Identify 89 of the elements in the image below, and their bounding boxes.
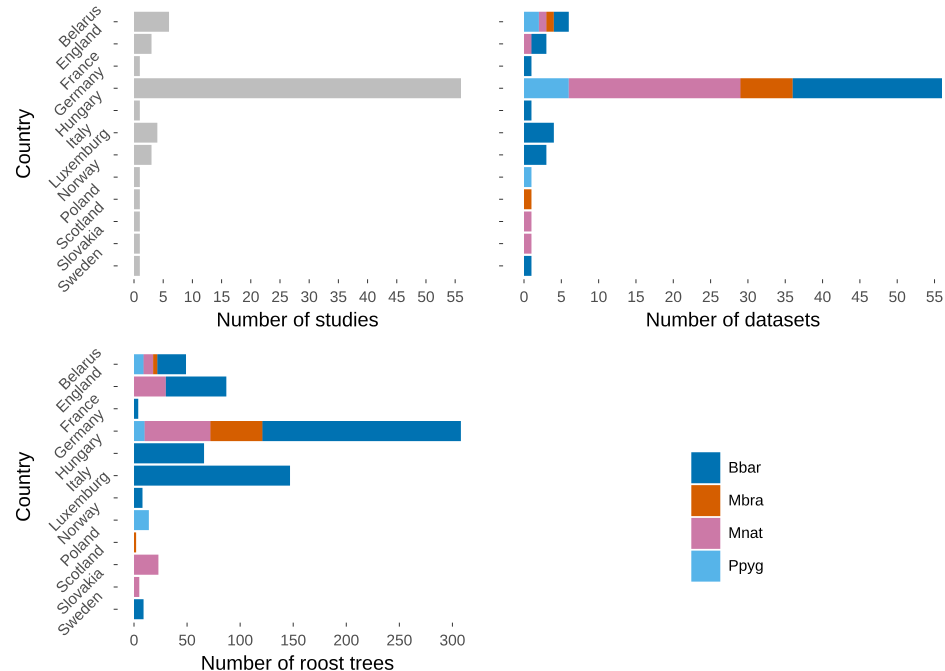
x-tick-label: 5 xyxy=(160,291,167,302)
x-tick-label: 55 xyxy=(447,291,464,302)
bar xyxy=(524,144,546,165)
bar xyxy=(524,167,532,188)
bar xyxy=(792,78,942,98)
x-axis-title: Number of datasets xyxy=(647,312,820,327)
x-tick-label: 300 xyxy=(440,634,465,646)
x-tick-label: 50 xyxy=(889,291,906,302)
bar xyxy=(524,189,532,210)
bar xyxy=(740,78,793,98)
bar xyxy=(134,144,152,165)
x-tick-label: 35 xyxy=(330,291,346,302)
bar xyxy=(524,34,532,54)
bar xyxy=(134,554,158,575)
legend-label: Bbar xyxy=(730,461,761,473)
x-tick-label: 5 xyxy=(558,291,565,302)
y-axis-title: Country xyxy=(16,108,34,178)
x-tick-label: 55 xyxy=(926,291,942,302)
x-tick-label: 40 xyxy=(359,291,376,302)
bar xyxy=(134,421,145,442)
x-tick-label: 30 xyxy=(740,291,756,302)
x-tick-label: 200 xyxy=(334,634,359,646)
bar xyxy=(157,354,186,374)
bar xyxy=(134,466,290,486)
x-tick-label: 20 xyxy=(665,291,682,302)
bar xyxy=(524,256,532,276)
x-tick-label: 25 xyxy=(272,291,288,302)
bar xyxy=(524,234,532,254)
x-tick-label: 50 xyxy=(418,291,434,302)
bar xyxy=(134,599,144,620)
legend-label: Mbra xyxy=(730,494,764,506)
bar xyxy=(134,398,138,419)
bar xyxy=(134,510,149,530)
x-tick-label: 0 xyxy=(520,291,528,302)
bar xyxy=(524,56,532,76)
x-tick-label: 50 xyxy=(179,634,196,646)
bar xyxy=(134,34,152,54)
x-tick-label: 25 xyxy=(702,291,719,302)
bar xyxy=(554,12,569,32)
bar xyxy=(524,122,554,143)
x-axis-title: Number of roost trees xyxy=(202,655,394,670)
bar xyxy=(134,78,461,98)
x-tick-label: 250 xyxy=(387,634,412,646)
bar xyxy=(134,100,140,120)
x-tick-label: 45 xyxy=(388,291,405,302)
bar xyxy=(524,12,539,32)
bar xyxy=(134,56,140,76)
bar xyxy=(524,100,532,120)
bar xyxy=(134,256,140,276)
bar xyxy=(144,421,210,442)
x-tick-label: 0 xyxy=(130,634,138,646)
x-tick-label: 45 xyxy=(852,291,868,302)
bar xyxy=(134,234,140,254)
bar xyxy=(153,354,158,374)
bar xyxy=(134,576,140,597)
bar xyxy=(568,78,740,98)
x-tick-label: 40 xyxy=(814,291,831,302)
x-tick-label: 0 xyxy=(130,291,138,302)
legend-label: Ppyg xyxy=(730,560,763,574)
bar xyxy=(144,354,154,374)
x-tick-label: 10 xyxy=(184,291,200,302)
bar xyxy=(166,376,226,397)
x-tick-label: 35 xyxy=(777,291,794,302)
x-axis-title: Number of studies xyxy=(218,312,378,327)
bar xyxy=(262,421,461,442)
bar xyxy=(134,12,170,32)
x-tick-label: 15 xyxy=(628,291,644,302)
bar xyxy=(538,12,546,32)
bar xyxy=(210,421,262,442)
bar xyxy=(134,376,166,397)
bar xyxy=(134,211,140,232)
bar xyxy=(134,488,142,508)
bar xyxy=(134,122,158,143)
y-axis-title: Country xyxy=(16,452,34,521)
bar xyxy=(546,12,554,32)
x-tick-label: 15 xyxy=(214,291,230,302)
x-tick-label: 10 xyxy=(591,291,607,302)
bar xyxy=(134,354,144,374)
x-tick-label: 150 xyxy=(281,634,306,646)
legend-label: Mnat xyxy=(730,527,763,538)
bar xyxy=(531,34,546,54)
x-tick-label: 20 xyxy=(242,291,259,302)
bar xyxy=(524,211,532,232)
bar xyxy=(524,78,569,98)
bar xyxy=(134,443,204,464)
bar xyxy=(134,167,140,188)
x-tick-label: 30 xyxy=(301,291,318,302)
x-tick-label: 100 xyxy=(228,634,252,646)
bar xyxy=(134,189,140,210)
